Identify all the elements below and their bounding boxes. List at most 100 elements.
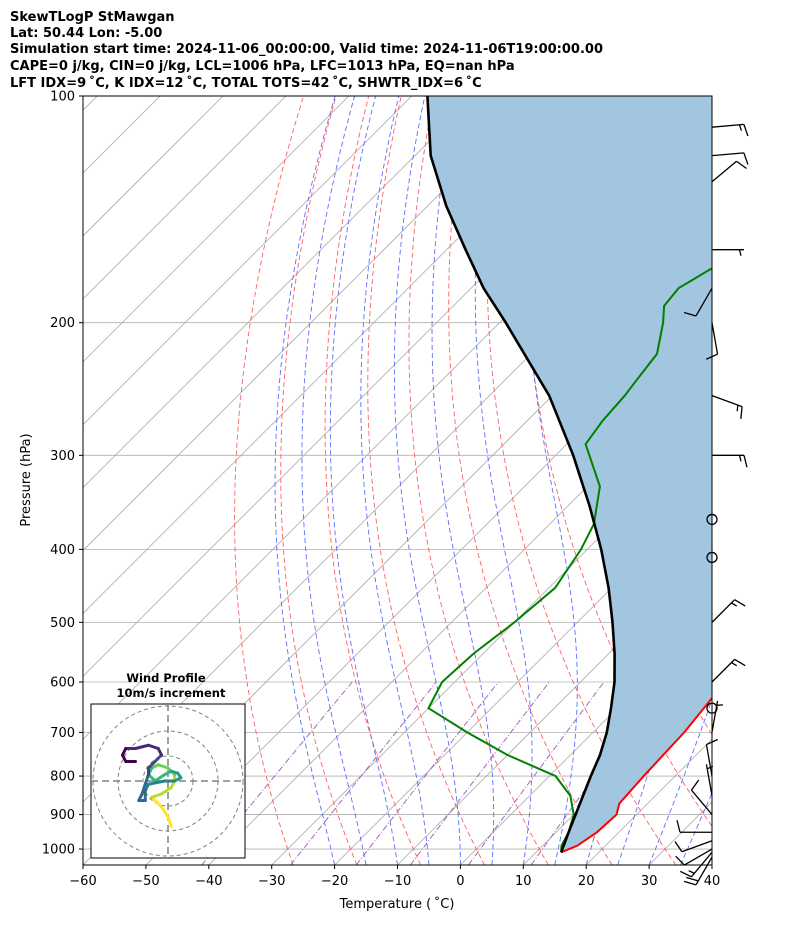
stability-line: LFT IDX=9 ˚C, K IDX=12 ˚C, TOTAL TOTS=42…	[10, 75, 482, 91]
moist-adiabat-line	[274, 96, 336, 865]
hodograph-segment	[160, 786, 173, 796]
isotherm-line	[145, 298, 712, 865]
location-line: Lat: 50.44 Lon: -5.00	[10, 26, 162, 41]
wind-barb	[675, 848, 713, 866]
y-tick-label: 700	[50, 726, 75, 741]
isotherm-line	[397, 549, 712, 865]
x-tick-label: 40	[704, 874, 721, 889]
wind-barb	[676, 820, 712, 833]
isotherm-line	[711, 864, 712, 865]
x-axis-ticks: −60 −50 −40 −30 −20 −10 0 10 20 30 40	[69, 865, 720, 889]
chart-title: SkewTLogP StMawgan	[10, 10, 175, 25]
wind-barb	[711, 160, 747, 183]
wind-barb	[711, 700, 723, 733]
hodograph-segment	[150, 792, 163, 799]
wind-barb	[674, 840, 713, 853]
time-line: Simulation start time: 2024-11-06_00:00:…	[10, 42, 603, 57]
isotherm-line	[83, 96, 350, 363]
y-tick-label: 400	[50, 543, 75, 558]
isotherm-line	[83, 96, 412, 426]
x-tick-label: −20	[321, 874, 348, 889]
x-tick-label: −60	[69, 874, 96, 889]
hodograph-segment	[166, 815, 173, 828]
wind-barb	[711, 395, 743, 419]
y-axis-ticks: 100 200 300 400 500 600 700 800 900 1000	[42, 90, 83, 858]
x-tick-label: −40	[195, 874, 222, 889]
x-tick-label: 20	[578, 874, 595, 889]
wind-barb	[711, 658, 746, 683]
hodograph-segment	[153, 799, 163, 809]
x-axis-label: Temperature ( ˚C)	[339, 896, 455, 912]
wind-barb	[711, 599, 746, 623]
x-tick-label: −10	[384, 874, 411, 889]
x-tick-label: 0	[456, 874, 464, 889]
isotherm-line	[334, 487, 712, 865]
moist-adiabat-line	[648, 698, 712, 865]
x-tick-label: −50	[132, 874, 159, 889]
chart-header: SkewTLogP StMawgan Lat: 50.44 Lon: -5.00…	[10, 10, 603, 91]
y-tick-label: 100	[50, 90, 75, 105]
moist-adiabat-line	[393, 96, 461, 865]
y-tick-label: 800	[50, 770, 75, 785]
isotherm-line	[460, 612, 712, 865]
mixing-ratio-line	[410, 681, 550, 865]
cape-shading	[427, 96, 712, 853]
hodograph-subtitle: 10m/s increment	[117, 686, 226, 700]
hodograph-inset: Wind Profile 10m/s increment	[90, 671, 246, 859]
y-tick-label: 1000	[42, 843, 75, 858]
x-tick-label: −30	[258, 874, 285, 889]
hodograph-segment	[156, 763, 170, 770]
temperature-profile-line	[560, 696, 712, 854]
dry-adiabat-line	[727, 96, 794, 865]
hodograph-segment	[160, 805, 170, 819]
hodograph-segment	[153, 779, 167, 785]
hodograph-title: Wind Profile	[126, 671, 206, 685]
y-tick-label: 600	[50, 675, 75, 690]
isotherm-line	[775, 96, 794, 865]
mixing-ratio-line	[355, 681, 499, 865]
dry-adiabat-line	[760, 96, 794, 865]
y-tick-label: 200	[50, 316, 75, 331]
wind-barb	[712, 249, 744, 256]
parcel-profile-line	[426, 96, 616, 853]
wind-barb	[712, 454, 748, 468]
y-axis-label: Pressure (hPa)	[19, 433, 34, 526]
wind-barbs	[674, 123, 749, 886]
dry-adiabat-line	[486, 96, 677, 865]
dry-adiabat-line	[523, 96, 712, 828]
dry-adiabat-line	[324, 96, 422, 865]
dry-adiabat-line	[448, 96, 613, 865]
moist-adiabat-line	[360, 96, 430, 865]
indices-line: CAPE=0 j/kg, CIN=0 j/kg, LCL=1006 hPa, L…	[10, 59, 515, 74]
x-tick-label: 10	[515, 874, 532, 889]
moist-adiabat-line	[301, 96, 367, 865]
hodograph-segment	[153, 753, 163, 763]
isotherm-line	[83, 96, 475, 489]
mixing-ratio-line	[201, 681, 353, 865]
wind-barb	[683, 287, 713, 317]
dry-adiabat-line	[280, 96, 358, 865]
wind-barb	[711, 152, 749, 165]
moist-adiabat-line	[617, 96, 699, 865]
hodograph-segment	[140, 773, 150, 796]
isotherm-line	[83, 96, 287, 300]
plot-area	[83, 96, 794, 865]
hodograph-segment	[147, 743, 160, 750]
isotherm-line	[83, 96, 538, 552]
moist-adiabat-line	[680, 792, 712, 865]
isotherm-line	[83, 96, 224, 237]
moist-adiabat-line	[329, 96, 398, 865]
y-tick-label: 900	[50, 808, 75, 823]
hodograph-plot	[91, 704, 245, 858]
x-tick-label: 30	[641, 874, 658, 889]
dry-adiabat-line	[408, 96, 549, 865]
moist-adiabat-line	[711, 863, 712, 865]
wind-barb	[711, 123, 749, 137]
hodograph-segment	[153, 773, 167, 783]
wind-barb	[683, 856, 713, 886]
mixing-ratio-line	[468, 681, 605, 865]
y-tick-label: 300	[50, 449, 75, 464]
wind-barb	[690, 779, 713, 816]
hodograph-segment	[134, 743, 150, 750]
